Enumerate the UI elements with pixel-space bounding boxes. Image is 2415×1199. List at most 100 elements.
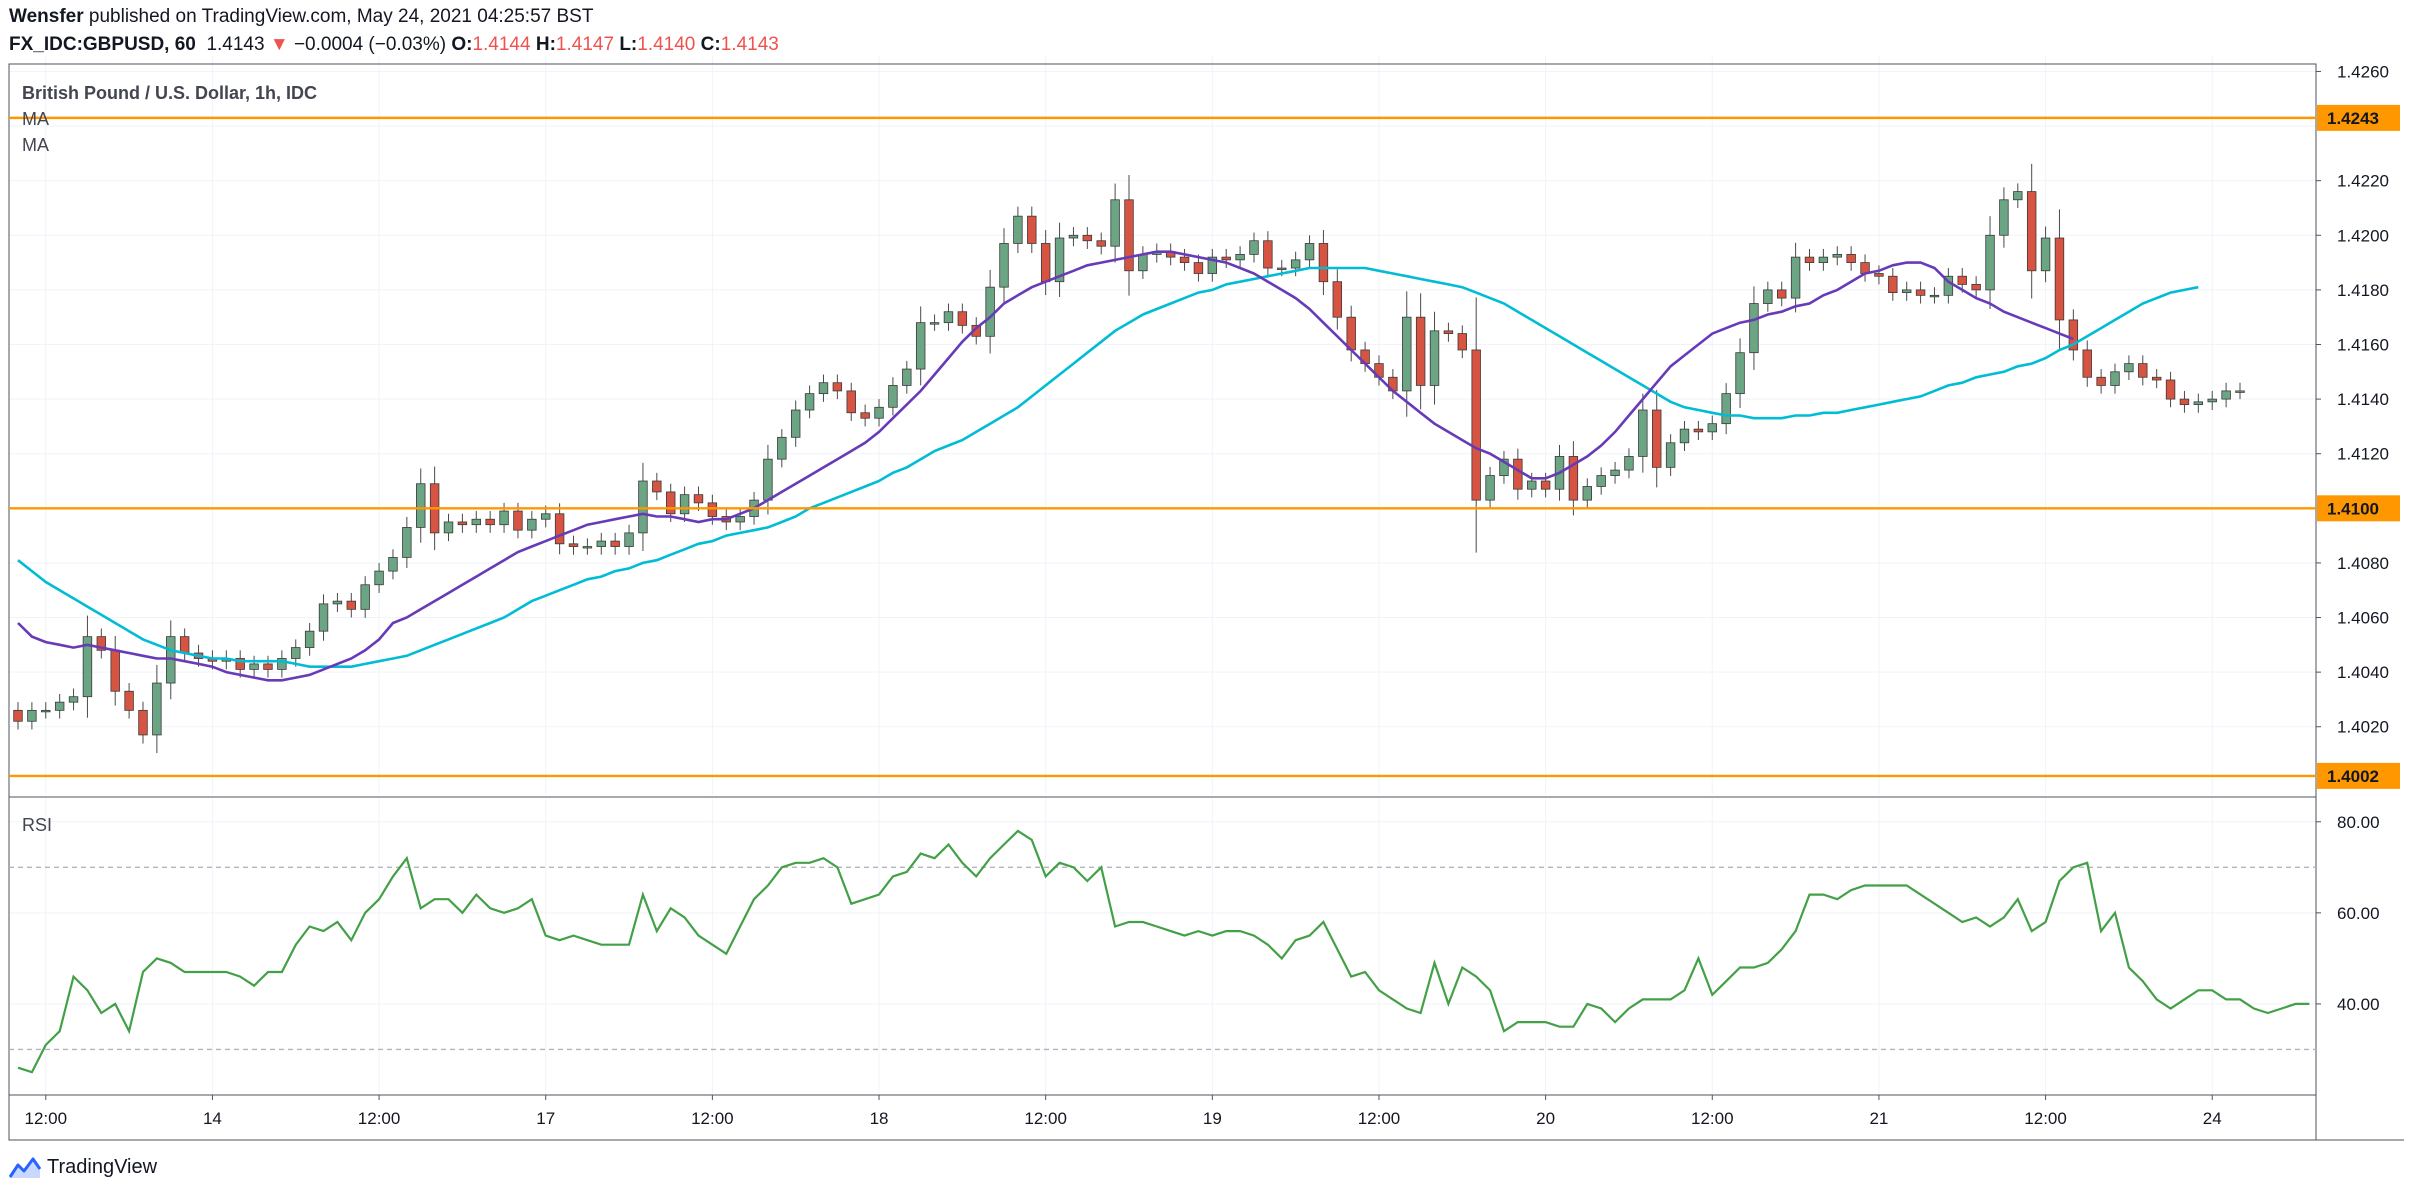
candle — [1138, 246, 1148, 279]
candle — [1874, 265, 1884, 285]
candle-body — [1652, 409, 1662, 468]
candle — [1165, 243, 1176, 266]
candle — [277, 650, 287, 678]
candle-body — [457, 521, 468, 526]
candle — [1040, 230, 1051, 296]
candle — [54, 693, 65, 719]
rsi-axis-label: 40.00 — [2337, 995, 2380, 1014]
candle-body — [2082, 349, 2092, 378]
candle — [471, 511, 481, 533]
candle-body — [846, 390, 856, 414]
candle-body — [2124, 363, 2134, 373]
candle — [68, 688, 79, 711]
candle-body — [1346, 316, 1356, 351]
candle-body — [235, 658, 245, 670]
candle-body — [1263, 240, 1273, 269]
candle — [2110, 363, 2120, 394]
candle-body — [1235, 253, 1245, 261]
candle — [568, 535, 579, 555]
candle-body — [1832, 253, 1842, 258]
candle — [2193, 393, 2204, 413]
candle — [2068, 309, 2079, 361]
candle-body — [2096, 376, 2106, 386]
candle-body — [1929, 294, 1940, 298]
candle — [249, 655, 259, 678]
time-axis-label: 20 — [1536, 1109, 1555, 1128]
candle — [1415, 293, 1426, 410]
candle — [1402, 291, 1412, 417]
candle-body — [638, 480, 648, 534]
candle-body — [1415, 316, 1426, 386]
rsi-line — [17, 829, 2310, 1074]
footer-branding: TradingView — [9, 1156, 157, 1179]
candle-body — [1679, 428, 1690, 444]
candle-body — [1957, 275, 1967, 285]
candle-body — [304, 630, 315, 648]
candle-body — [1999, 199, 2009, 236]
price-axis-label: 1.4140 — [2337, 390, 2389, 409]
price-level-tag-label: 1.4100 — [2327, 499, 2379, 518]
candle-body — [416, 483, 426, 528]
candle-body — [929, 322, 940, 325]
candle-body — [2068, 319, 2079, 351]
candle — [1263, 231, 1273, 278]
candle — [1318, 230, 1329, 296]
candle — [402, 516, 412, 568]
candle — [790, 400, 801, 447]
candle-body — [2179, 398, 2190, 405]
candle — [999, 228, 1009, 303]
candle-body — [1332, 281, 1343, 318]
candle — [2235, 382, 2245, 400]
candle — [1707, 415, 1717, 441]
candle-body — [2054, 237, 2065, 321]
moving-average-slow-line — [17, 266, 2199, 669]
candle-body — [291, 647, 301, 659]
candle-body — [1624, 456, 1634, 471]
candle — [1763, 281, 1773, 312]
candle — [1304, 235, 1315, 269]
candle-body — [2221, 390, 2231, 400]
candle — [1499, 450, 1509, 484]
candle — [1249, 232, 1259, 263]
candle — [985, 269, 995, 354]
candle — [1915, 281, 1926, 304]
candle-body — [1777, 289, 1787, 299]
time-axis-label: 21 — [1869, 1109, 1888, 1128]
candle-body — [1721, 393, 1731, 425]
candle — [735, 508, 745, 531]
candle — [1610, 461, 1620, 484]
candle-body — [1193, 262, 1204, 274]
candle-body — [1540, 480, 1551, 490]
candle-body — [1804, 256, 1815, 263]
price-change: −0.0004 (−0.03%) — [293, 34, 447, 55]
time-axis-label: 12:00 — [25, 1109, 68, 1128]
candle-body — [1402, 316, 1412, 392]
candle — [360, 576, 370, 618]
candle-body — [1818, 256, 1829, 263]
author-name[interactable]: Wensfer — [9, 6, 84, 27]
candle-body — [152, 682, 162, 736]
time-axis-label: 17 — [536, 1109, 555, 1128]
footer-brand-text[interactable]: TradingView — [47, 1156, 158, 1178]
candle — [1429, 311, 1440, 405]
candle-body — [1124, 199, 1134, 272]
candle — [1721, 383, 1731, 435]
candle-body — [1082, 234, 1093, 242]
candle — [457, 513, 468, 533]
low-value: 1.4140 — [637, 34, 696, 55]
candle — [860, 404, 870, 427]
candle-body — [1513, 458, 1523, 490]
time-axis-label: 18 — [870, 1109, 889, 1128]
candle — [1638, 393, 1648, 473]
candle — [27, 702, 37, 730]
candle — [485, 511, 495, 533]
time-axis-label: 12:00 — [2024, 1109, 2067, 1128]
candle-body — [318, 603, 329, 632]
candles — [13, 163, 2245, 754]
price-axis-label: 1.4080 — [2337, 554, 2389, 573]
grid-lines — [9, 56, 2316, 1095]
candle — [2207, 390, 2217, 411]
price-level-tag — [2317, 104, 2400, 131]
price-level-tag — [2317, 762, 2400, 789]
